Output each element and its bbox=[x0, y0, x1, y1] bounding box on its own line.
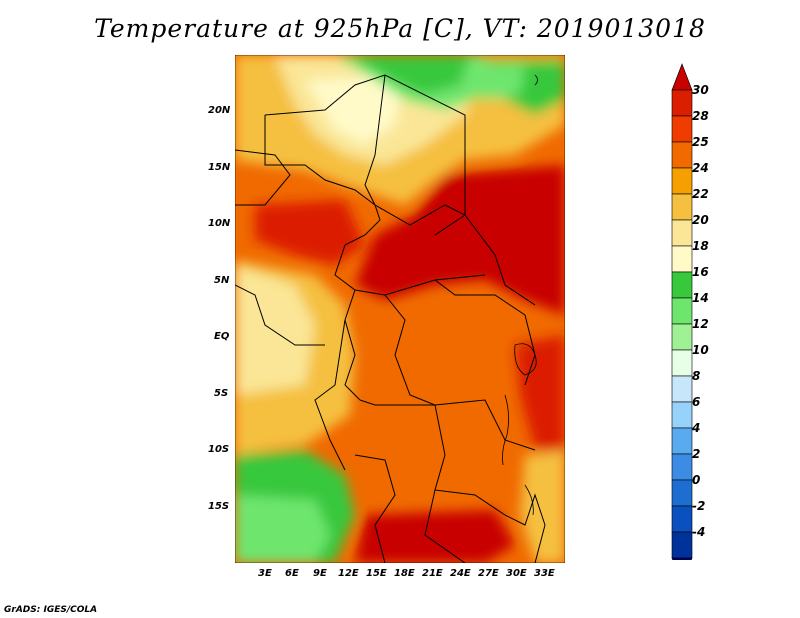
colorbar-label: 10 bbox=[692, 343, 709, 357]
colorbar-cell bbox=[671, 297, 693, 325]
colorbar-cell bbox=[671, 375, 693, 403]
colorbar-cell bbox=[671, 453, 693, 481]
colorbar-cell bbox=[671, 115, 693, 143]
lon-label-6e: 6E bbox=[285, 568, 299, 579]
colorbar-label: 30 bbox=[692, 83, 709, 97]
colorbar-label: 0 bbox=[692, 473, 701, 487]
lon-label-3e: 3E bbox=[258, 568, 272, 579]
colorbar-label: -2 bbox=[692, 499, 706, 513]
colorbar-cell bbox=[671, 531, 693, 559]
map-title: Temperature at 925hPa [C], VT: 201901301… bbox=[94, 14, 706, 43]
colorbar-label: 25 bbox=[692, 135, 709, 149]
colorbar-cell bbox=[671, 427, 693, 455]
colorbar-cell bbox=[671, 141, 693, 169]
colorbar-label: 12 bbox=[692, 317, 709, 331]
colorbar-label: 4 bbox=[692, 421, 701, 435]
temperature-map bbox=[235, 55, 565, 563]
colorbar-cell bbox=[671, 63, 693, 91]
lon-label-18e: 18E bbox=[394, 568, 415, 579]
colorbar-cell bbox=[671, 479, 693, 507]
colorbar-cell bbox=[671, 193, 693, 221]
colorbar-cell bbox=[671, 89, 693, 117]
lat-label-5s: 5S bbox=[214, 388, 229, 399]
colorbar-cell bbox=[671, 505, 693, 533]
lon-label-33e: 33E bbox=[534, 568, 555, 579]
lon-label-12e: 12E bbox=[338, 568, 359, 579]
lon-label-15e: 15E bbox=[366, 568, 387, 579]
colorbar-label: 24 bbox=[692, 161, 709, 175]
colorbar-cell bbox=[671, 167, 693, 195]
lat-label-15s: 15S bbox=[208, 501, 230, 512]
colorbar-label: 8 bbox=[692, 369, 701, 383]
colorbar-cell bbox=[671, 557, 693, 560]
colorbar-label: 28 bbox=[692, 109, 709, 123]
lat-label-20n: 20N bbox=[208, 105, 231, 116]
lat-label-5n: 5N bbox=[214, 275, 230, 286]
colorbar bbox=[671, 63, 693, 560]
lon-label-24e: 24E bbox=[450, 568, 471, 579]
lon-label-30e: 30E bbox=[506, 568, 527, 579]
colorbar-label: 18 bbox=[692, 239, 709, 253]
colorbar-label: 22 bbox=[692, 187, 709, 201]
colorbar-cell bbox=[671, 349, 693, 377]
colorbar-cell bbox=[671, 323, 693, 351]
colorbar-label: 14 bbox=[692, 291, 709, 305]
lat-label-10n: 10N bbox=[208, 218, 231, 229]
colorbar-label: 16 bbox=[692, 265, 709, 279]
colorbar-label: -4 bbox=[692, 525, 706, 539]
lon-label-21e: 21E bbox=[422, 568, 443, 579]
lon-label-9e: 9E bbox=[313, 568, 327, 579]
lat-label-15n: 15N bbox=[208, 162, 231, 173]
footer-credit: GrADS: IGES/COLA bbox=[4, 605, 98, 615]
lat-label-eq: EQ bbox=[214, 331, 230, 342]
colorbar-cell bbox=[671, 271, 693, 299]
colorbar-cell bbox=[671, 245, 693, 273]
colorbar-cell bbox=[671, 219, 693, 247]
colorbar-label: 6 bbox=[692, 395, 701, 409]
lon-label-27e: 27E bbox=[478, 568, 499, 579]
colorbar-label: 20 bbox=[692, 213, 709, 227]
colorbar-cell bbox=[671, 401, 693, 429]
colorbar-label: 2 bbox=[692, 447, 701, 461]
lat-label-10s: 10S bbox=[208, 444, 230, 455]
